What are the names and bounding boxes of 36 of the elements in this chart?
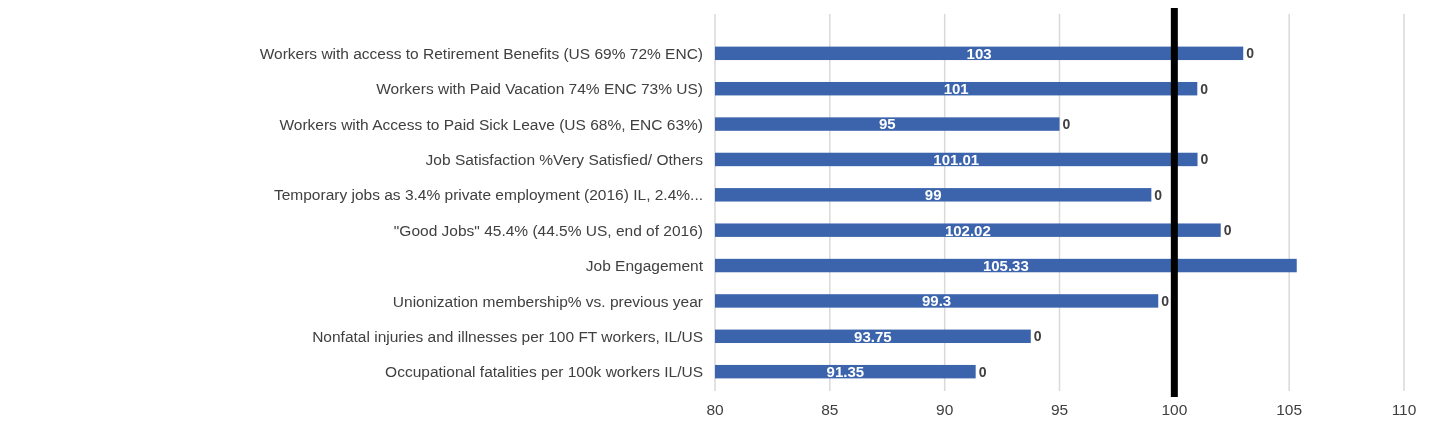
- annotation: 0: [978, 363, 987, 380]
- annotation: 0: [1062, 116, 1071, 133]
- annotation: 0: [1223, 222, 1232, 239]
- data-label: 105.33: [982, 256, 1029, 274]
- annotation: 0: [1161, 292, 1170, 309]
- data-label: 91.35: [826, 363, 865, 381]
- y-tick-label: Unionization membership% vs. previous year: [392, 292, 703, 310]
- y-tick-label: Nonfatal injuries and illnesses per 100 FT workers, IL/US: [312, 327, 703, 345]
- y-tick-label: Workers with access to Retirement Benefits (US 69% 72% ENC): [259, 44, 703, 62]
- annotation: 0: [1200, 80, 1209, 97]
- x-tick-label: 105: [1276, 401, 1303, 418]
- data-label: 101.01: [933, 150, 980, 168]
- annotation: 0: [1033, 328, 1042, 345]
- x-tick-label: 80: [706, 401, 724, 418]
- y-tick-label: Occupational fatalities per 100k workers IL/US: [385, 363, 703, 381]
- annotation: 0: [1154, 186, 1163, 203]
- y-tick-label: Workers with Paid Vacation 74% ENC 73% US): [376, 80, 703, 98]
- x-tick-label: 95: [1050, 401, 1069, 418]
- y-tick-label: Workers with Access to Paid Sick Leave (US 68%, ENC 63%): [279, 115, 703, 133]
- data-label: 99.3: [922, 292, 952, 310]
- x-tick-label: 110: [1391, 401, 1417, 418]
- x-tick-label: 90: [936, 401, 954, 418]
- y-tick-label: Job Engagement: [585, 257, 704, 275]
- y-tick-label: "Good Jobs" 45.4% (44.5% US, end of 2016): [393, 221, 703, 239]
- y-tick-label: Job Satisfaction %Very Satisfied/ Others: [425, 151, 704, 169]
- data-label: 103: [966, 44, 992, 62]
- x-tick-label: 100: [1161, 401, 1188, 418]
- data-label: 101: [943, 80, 969, 98]
- data-label: 102.02: [944, 221, 991, 239]
- data-label: 93.75: [854, 327, 892, 345]
- annotation: 0: [1246, 45, 1255, 62]
- y-tick-label: Temporary jobs as 3.4% private employment (2016) IL, 2.4%...: [273, 186, 703, 204]
- x-tick-label: 85: [821, 401, 839, 418]
- data-label: 99: [924, 186, 942, 204]
- annotation: 0: [1200, 151, 1209, 168]
- data-label: 95: [878, 115, 896, 133]
